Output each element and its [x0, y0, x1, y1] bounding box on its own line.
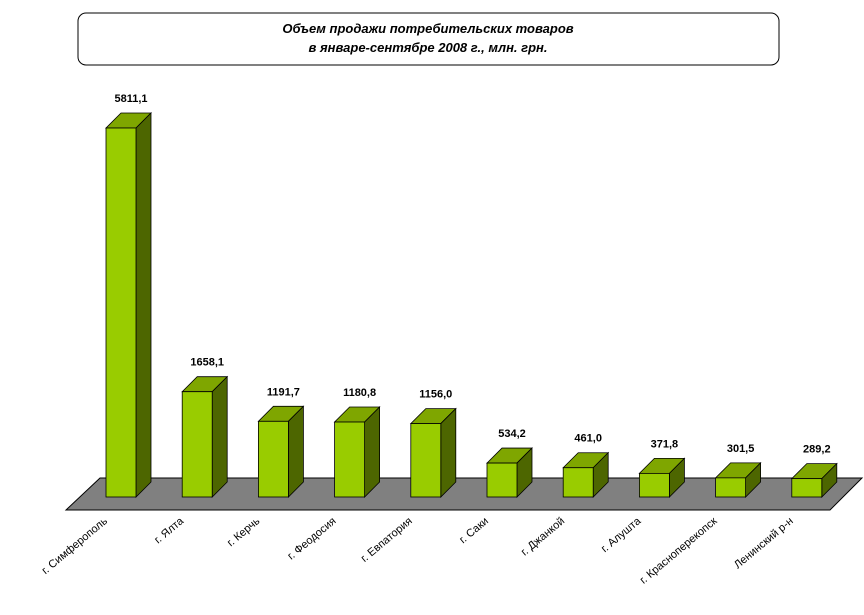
- title-box: [77, 12, 780, 66]
- value-label: 371,8: [651, 438, 679, 450]
- bar-side: [364, 406, 381, 498]
- bar: [410, 423, 442, 498]
- bar: [334, 421, 366, 498]
- x-tick-label: г. Керчь: [225, 515, 263, 549]
- x-tick-label: г. Феодосия: [285, 515, 338, 562]
- chart-title: Объем продажи потребительских товаров: [282, 21, 573, 36]
- bar: [791, 478, 823, 498]
- bar: [562, 467, 594, 498]
- value-label: 301,5: [727, 443, 755, 455]
- x-tick-label: г. Алушта: [599, 515, 644, 556]
- bar-side: [440, 407, 457, 498]
- bar: [257, 420, 289, 498]
- value-label: 1180,8: [343, 387, 376, 399]
- chart-title: в январе-сентябре 2008 г., млн. грн.: [309, 40, 548, 55]
- bar-side: [135, 112, 152, 498]
- x-tick-label: г. Симферополь: [40, 515, 111, 577]
- bar: [486, 462, 518, 498]
- x-tick-label: г. Ялта: [152, 515, 187, 547]
- value-label: 461,0: [574, 433, 602, 445]
- value-label: 1156,0: [419, 389, 452, 401]
- value-label: 1658,1: [190, 357, 224, 369]
- x-tick-label: Ленинский р-н: [732, 515, 796, 571]
- value-label: 1191,7: [267, 386, 300, 398]
- bar-side: [211, 375, 228, 498]
- value-label: 289,2: [803, 444, 831, 456]
- value-label: 5811,1: [114, 93, 147, 105]
- bar: [105, 127, 137, 498]
- x-tick-label: г. Красноперекопск: [638, 515, 720, 587]
- x-tick-label: г. Саки: [457, 515, 491, 546]
- bar: [715, 477, 746, 498]
- bar: [181, 391, 213, 498]
- x-tick-label: г. Джанкой: [519, 515, 567, 558]
- x-tick-label: г. Евпатория: [359, 515, 415, 565]
- bar-side: [287, 405, 304, 498]
- value-label: 534,2: [498, 428, 526, 440]
- bar: [639, 472, 670, 498]
